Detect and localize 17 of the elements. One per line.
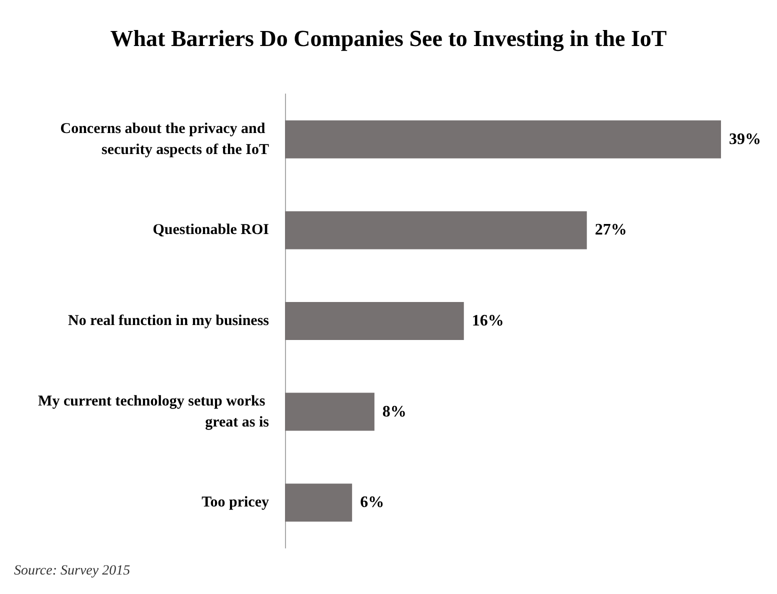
data-label: 16% [472,312,504,330]
data-label: 6% [360,494,384,512]
bar [285,302,464,340]
bar [285,392,374,431]
data-label: 27% [594,222,627,239]
bar [285,211,587,250]
chart-title: What Barriers Do Companies See to Investing in the IoT [110,26,667,52]
y-tick-label: Questionable ROI [152,222,270,238]
y-tick-label: My current technology setup works great as is [38,393,270,430]
data-label: 8% [382,403,406,420]
source-note: Source: Survey 2015 [14,564,130,578]
y-tick-label: Too pricey [202,494,270,511]
y-tick-label: No real function in my business [68,313,270,329]
bar [285,120,721,158]
data-label: 39% [729,130,761,148]
bar [285,484,352,522]
y-tick-label: Concerns about the privacy and security aspects of the IoT [60,120,269,158]
